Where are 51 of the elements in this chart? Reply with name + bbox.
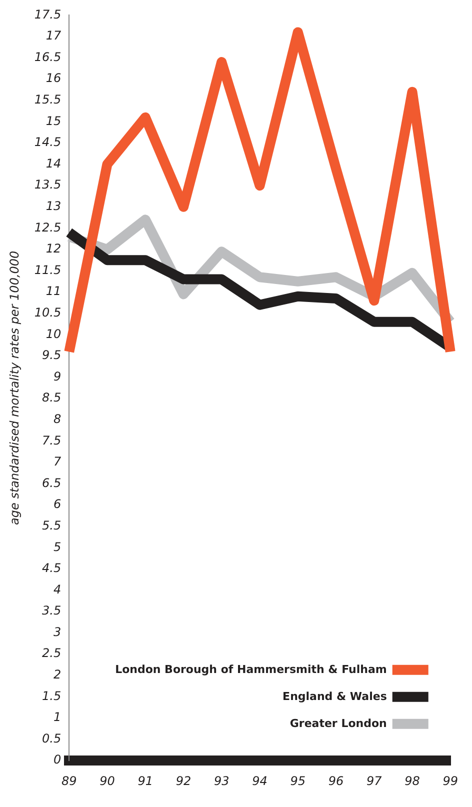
- x-tick-label: 97: [366, 774, 382, 788]
- y-tick-label: 1: [53, 710, 62, 724]
- y-tick-label: 0: [53, 752, 62, 767]
- y-tick-label: 3: [53, 624, 62, 639]
- y-tick-label: 11.5: [34, 262, 62, 277]
- y-tick-label: 2: [53, 668, 62, 682]
- y-tick-label: 13.5: [34, 178, 62, 192]
- y-tick-label: 7: [53, 454, 62, 469]
- y-tick-label: 16: [46, 71, 62, 86]
- y-tick-label: 4: [53, 582, 62, 596]
- legend-label: England & Wales: [282, 690, 388, 703]
- y-tick-label: 0.5: [42, 731, 62, 746]
- y-tick-label: 8: [53, 412, 62, 426]
- y-tick-label: 9: [53, 369, 62, 384]
- y-tick-label: 5: [53, 540, 62, 554]
- x-tick-label: 92: [176, 774, 192, 788]
- x-tick-label: 91: [138, 774, 154, 788]
- y-tick-label: 12: [46, 242, 62, 256]
- y-tick-label: 5.5: [42, 518, 62, 532]
- y-tick-label: 7.5: [42, 433, 62, 448]
- legend-label: London Borough of Hammersmith & Fulham: [115, 662, 387, 676]
- y-tick-label: 3.5: [42, 604, 62, 618]
- x-tick-label: 93: [214, 774, 230, 788]
- x-tick-label: 98: [404, 774, 420, 788]
- x-tick-label: 94: [252, 774, 268, 788]
- y-tick-label: 10: [46, 326, 62, 341]
- x-tick-label: 96: [328, 774, 344, 788]
- y-tick-label: 17.5: [34, 7, 62, 22]
- y-tick-label: 1.5: [42, 688, 62, 703]
- x-tick-label: 89: [61, 774, 77, 788]
- y-tick-label: 6.5: [42, 476, 62, 490]
- y-tick-label: 16.5: [34, 50, 62, 64]
- y-tick-label: 2.5: [42, 646, 62, 660]
- y-tick-label: 10.5: [34, 305, 62, 320]
- y-tick-label: 15: [46, 114, 62, 128]
- y-tick-label: 8.5: [42, 390, 62, 405]
- y-tick-label: 15.5: [34, 92, 62, 107]
- y-tick-label: 4.5: [42, 561, 62, 576]
- y-axis-title: age standardised mortality rates per 100,000: [7, 250, 22, 525]
- y-tick-label: 13: [46, 199, 62, 213]
- x-tick-label: 90: [100, 774, 116, 788]
- y-tick-label: 14.5: [34, 135, 62, 150]
- y-tick-label: 6: [53, 497, 62, 512]
- y-tick-label: 9.5: [42, 348, 62, 362]
- y-tick-label: 11: [46, 284, 62, 298]
- x-tick-label: 99: [442, 774, 458, 788]
- x-tick-label: 95: [290, 774, 306, 788]
- y-tick-label: 17: [46, 28, 62, 43]
- legend-label: Greater London: [290, 716, 387, 730]
- y-tick-label: 12.5: [34, 220, 62, 234]
- y-tick-label: 14: [46, 156, 62, 170]
